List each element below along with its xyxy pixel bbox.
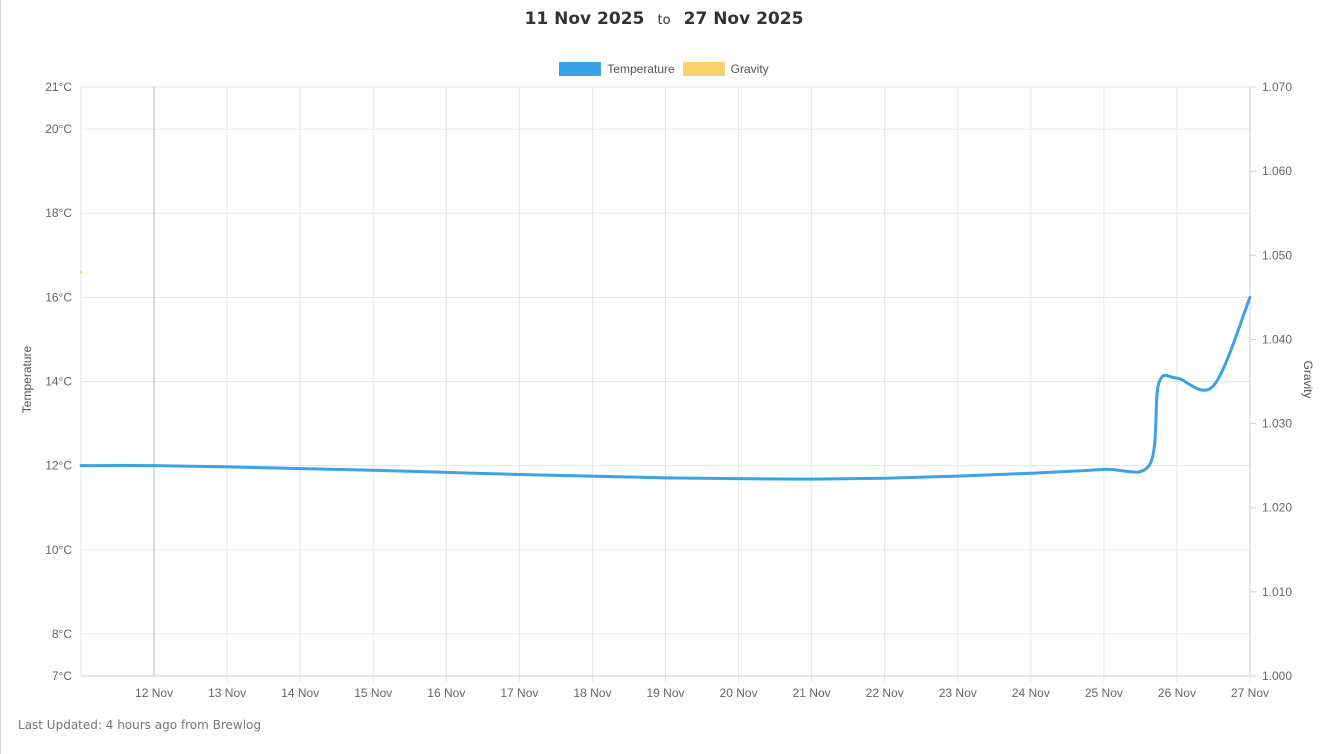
y-right-tick-label: 1.050: [1262, 248, 1292, 262]
y-left-tick-label: 20°C: [45, 122, 72, 136]
y-left-tick-label: 14°C: [45, 375, 72, 389]
y-right-tick-label: 1.060: [1262, 164, 1292, 178]
y-left-tick-label: 12°C: [45, 459, 72, 473]
x-tick-label: 20 Nov: [720, 686, 758, 700]
left-border: [0, 0, 1, 754]
chart-legend: Temperature Gravity: [0, 62, 1328, 76]
y-right-tick-label: 1.000: [1262, 669, 1292, 683]
y-left-tick-label: 21°C: [45, 80, 72, 94]
y-right-tick-label: 1.020: [1262, 501, 1292, 515]
x-tick-label: 15 Nov: [354, 686, 392, 700]
end-date[interactable]: 27 Nov 2025: [683, 9, 804, 29]
y-left-tick-label: 8°C: [52, 627, 72, 641]
legend-label-temperature: Temperature: [607, 62, 675, 76]
y-right-tick-label: 1.070: [1262, 80, 1292, 94]
x-tick-label: 17 Nov: [500, 686, 538, 700]
x-tick-label: 22 Nov: [866, 686, 904, 700]
y-left-tick-label: 10°C: [45, 543, 72, 557]
y-right-tick-label: 1.030: [1262, 417, 1292, 431]
legend-item-gravity[interactable]: Gravity: [682, 62, 769, 76]
legend-label-gravity: Gravity: [730, 62, 769, 76]
y-left-tick-label: 7°C: [52, 669, 72, 683]
x-tick-label: 19 Nov: [646, 686, 684, 700]
x-tick-label: 14 Nov: [281, 686, 319, 700]
y-left-axis-title: Temperature: [20, 345, 34, 413]
x-tick-label: 23 Nov: [939, 686, 977, 700]
x-tick-label: 24 Nov: [1012, 686, 1050, 700]
y-right-axis-title: Gravity: [1301, 360, 1315, 398]
y-left-tick-label: 16°C: [45, 290, 72, 304]
x-tick-label: 18 Nov: [573, 686, 611, 700]
x-tick-label: 12 Nov: [135, 686, 173, 700]
x-tick-label: 13 Nov: [208, 686, 246, 700]
x-tick-label: 27 Nov: [1231, 686, 1269, 700]
legend-item-temperature[interactable]: Temperature: [559, 62, 675, 76]
temperature-series-line: [79, 295, 1252, 481]
date-range-header: 11 Nov 2025 to 27 Nov 2025: [0, 9, 1328, 29]
start-date[interactable]: 11 Nov 2025: [524, 9, 645, 29]
x-tick-label: 21 Nov: [793, 686, 831, 700]
y-right-tick-label: 1.040: [1262, 332, 1292, 346]
gravity-data-point: [79, 270, 83, 274]
legend-swatch-gravity: [682, 62, 725, 76]
date-separator: to: [657, 13, 671, 28]
y-left-tick-label: 18°C: [45, 206, 72, 220]
last-updated-footer: Last Updated: 4 hours ago from Brewlog: [18, 718, 262, 732]
x-tick-label: 26 Nov: [1158, 686, 1196, 700]
x-tick-label: 16 Nov: [427, 686, 465, 700]
x-tick-label: 25 Nov: [1085, 686, 1123, 700]
legend-swatch-temperature: [559, 62, 602, 76]
y-right-tick-label: 1.010: [1262, 585, 1292, 599]
